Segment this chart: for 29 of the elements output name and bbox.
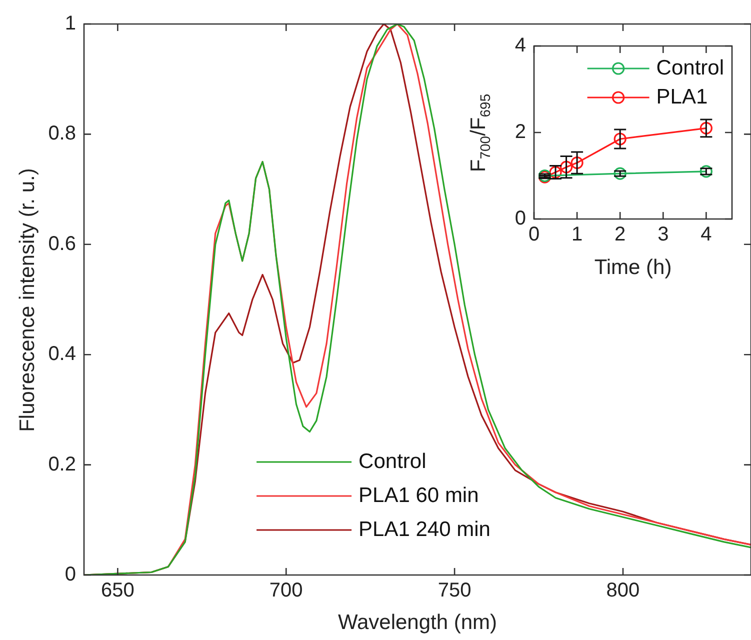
legend-label: PLA1 240 min xyxy=(358,518,490,541)
x-tick-label: 800 xyxy=(606,580,640,602)
y-tick-label: 0.2 xyxy=(48,453,76,476)
x-tick-label: 700 xyxy=(269,580,303,602)
point xyxy=(614,167,626,180)
legend-label: Control xyxy=(358,450,426,473)
y-tick-label: 0.6 xyxy=(48,232,76,255)
y-tick-label: 1 xyxy=(64,12,76,35)
y-tick-label: 0.4 xyxy=(48,343,76,366)
x-tick-label: 2 xyxy=(614,224,626,246)
x-axis-title: Wavelength (nm) xyxy=(338,611,498,634)
y-tick-label: 2 xyxy=(514,121,526,144)
x-tick-label: 750 xyxy=(438,580,472,602)
x-tick-label: 4 xyxy=(700,224,712,246)
x-tick-label: 3 xyxy=(658,224,669,246)
legend-label: PLA1 xyxy=(656,85,708,108)
y-tick-label: 0 xyxy=(64,564,76,586)
point xyxy=(570,156,584,170)
point xyxy=(560,160,573,174)
legend-label: Control xyxy=(656,56,724,80)
legend-label: PLA1 60 min xyxy=(358,484,479,507)
y-tick-label: 4 xyxy=(514,34,526,57)
x-axis-title: Time (h) xyxy=(594,256,672,280)
y-tick-label: 0 xyxy=(514,208,526,230)
point xyxy=(700,165,712,178)
y-tick-label: 0.8 xyxy=(48,122,76,145)
x-tick-label: 650 xyxy=(101,580,134,602)
x-tick-label: 1 xyxy=(571,224,583,246)
y-axis-title: Fluorescence intensity (r. u.) xyxy=(16,168,40,432)
